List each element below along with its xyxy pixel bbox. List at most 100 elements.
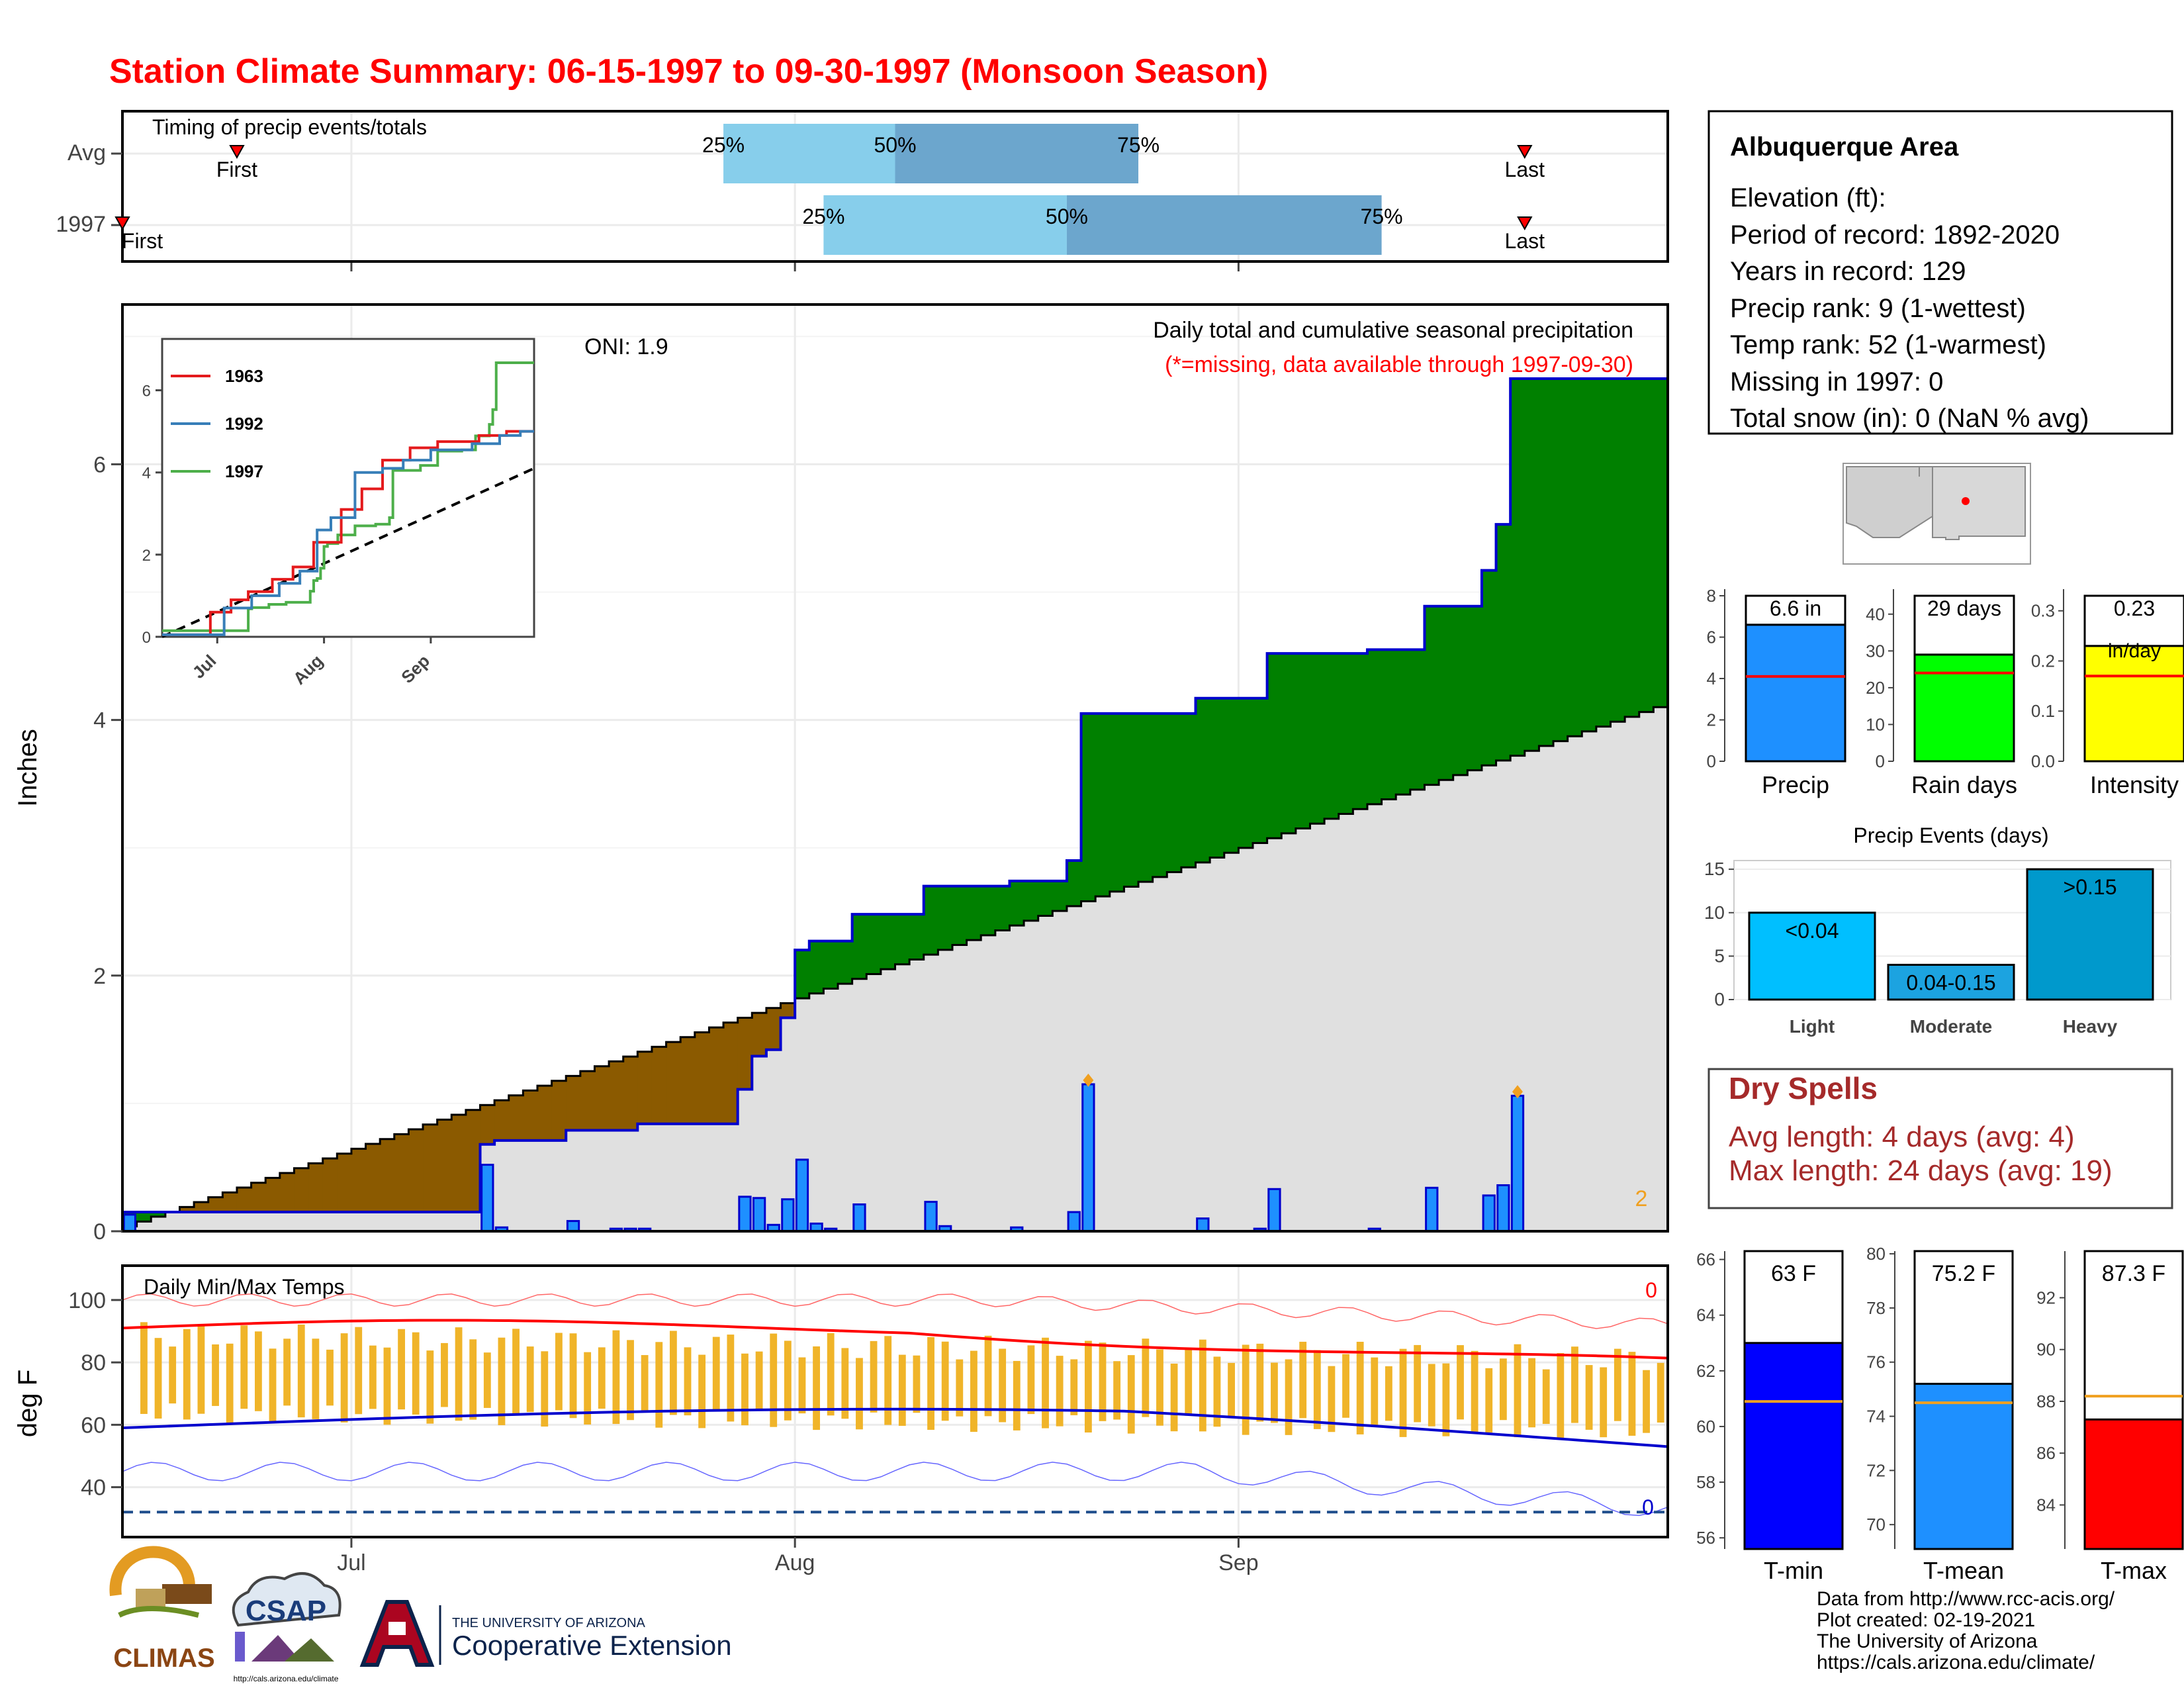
inset-y-tick-label: 0: [142, 629, 151, 647]
deficit-fill: [666, 1042, 681, 1124]
inset-legend-label: 1963: [225, 366, 263, 386]
surplus-fill: [1095, 713, 1111, 897]
surplus-fill: [1281, 653, 1297, 833]
deficit-fill: [580, 1071, 596, 1131]
temp-bar-tick-label: 90: [2036, 1340, 2056, 1360]
summary-tick-label: 40: [1866, 604, 1885, 624]
p75-label: 75%: [1117, 133, 1160, 157]
location-map: [1843, 463, 2031, 565]
surplus-fill: [823, 941, 839, 989]
surplus-fill: [1453, 606, 1468, 775]
summary-value: 6.6 in: [1770, 596, 1821, 620]
surplus-fill: [880, 914, 896, 970]
daily-temp-bar: [956, 1359, 964, 1417]
daily-temp-bar: [770, 1333, 778, 1427]
y-tick-label: 0: [93, 1219, 106, 1244]
daily-temp-bar: [1571, 1346, 1578, 1423]
deficit-fill: [609, 1061, 624, 1131]
daily-temp-bar: [1056, 1356, 1064, 1427]
surplus-fill: [1524, 379, 1540, 751]
daily-temp-bar: [398, 1329, 406, 1410]
footer-line4: https://cals.arizona.edu/climate/: [1817, 1652, 2095, 1673]
surplus-fill: [1109, 713, 1125, 892]
temp-bar-tick-label: 72: [1866, 1460, 1886, 1480]
temp-bar-tick-label: 86: [2036, 1443, 2056, 1463]
flag-marker: [1512, 1085, 1523, 1099]
temp-bar-tick-label: 78: [1866, 1298, 1886, 1318]
station-name: Albuquerque Area: [1730, 132, 1959, 162]
surplus-fill: [1066, 861, 1082, 906]
surplus-fill: [151, 1212, 166, 1217]
summary-bar-2: [2083, 645, 2184, 763]
events-tick-label: 10: [1704, 902, 1725, 923]
temp-ylabel: deg F: [13, 1370, 42, 1437]
station-missing: Missing in 1997: 0: [1730, 367, 1943, 397]
temp-y-tick-label: 100: [68, 1288, 106, 1313]
station-snow: Total snow (in): 0 (NaN % avg): [1730, 404, 2089, 433]
daily-temp-bar: [555, 1333, 563, 1411]
daily-temp-bar: [1485, 1368, 1493, 1433]
summary-bar-1: [1913, 653, 2015, 763]
event-bar-label: >0.15: [2064, 875, 2117, 899]
last-marker-label: Last: [1505, 158, 1545, 181]
daily-temp-bar: [312, 1338, 320, 1419]
daily-temp-bar: [1156, 1349, 1163, 1426]
surplus-fill: [1152, 713, 1167, 877]
summary-label: Precip: [1762, 771, 1829, 798]
surplus-fill: [1396, 649, 1411, 795]
missing-count: 2: [1635, 1186, 1648, 1211]
surplus-fill: [1052, 880, 1068, 912]
p75-label: 75%: [1361, 205, 1403, 228]
daily-temp-bar: [455, 1327, 463, 1421]
deficit-fill: [408, 1129, 424, 1213]
surplus-fill: [952, 886, 968, 945]
station-precip-rank: Precip rank: 9 (1-wettest): [1730, 294, 2026, 323]
daily-precip-bar: [1482, 1194, 1496, 1233]
deficit-fill: [337, 1153, 352, 1213]
temp-bar-label: T-min: [1764, 1557, 1823, 1584]
daily-temp-bar: [526, 1346, 534, 1413]
csap-logo-text: CSAP: [246, 1595, 326, 1627]
surplus-fill: [1267, 653, 1282, 839]
deficit-fill: [752, 1013, 767, 1056]
daily-temp-bar: [169, 1346, 177, 1404]
daily-temp-bar: [283, 1338, 291, 1406]
precip-events-chart: Precip Events (days) 0 5 10 15 <0.04 Light 0.0…: [1704, 823, 2171, 1037]
first-marker-label: First: [122, 229, 163, 253]
daily-precip-bar: [1196, 1217, 1210, 1233]
daily-precip-bar: [1510, 1094, 1525, 1233]
daily-temp-bar: [784, 1340, 792, 1421]
summary-label: Intensity: [2090, 771, 2179, 798]
summary-tick-label: 0.0: [2031, 751, 2055, 771]
avg-tmin-line: [122, 1407, 1668, 1448]
daily-temp-bar: [1557, 1353, 1565, 1439]
surplus-fill: [1510, 379, 1525, 756]
summary-label: Rain days: [1911, 771, 2017, 798]
footer-line1: Data from http://www.rcc-acis.org/: [1817, 1588, 2115, 1610]
daily-temp-bar: [1099, 1342, 1107, 1421]
surplus-fill: [1610, 379, 1625, 722]
deficit-fill: [780, 1003, 796, 1018]
surplus-fill: [1639, 379, 1654, 712]
deficit-fill: [423, 1124, 438, 1213]
daily-temp-bar: [870, 1340, 878, 1413]
daily-precip-bar: [1081, 1083, 1095, 1233]
temp-bar-t-mean: [1913, 1382, 2014, 1550]
daily-temp-bar: [1127, 1355, 1135, 1434]
summary-value: 0.23: [2114, 596, 2155, 620]
temp-bar-value: 87.3 F: [2102, 1261, 2165, 1286]
daily-temp-bar: [627, 1340, 634, 1421]
inset-y-tick-label: 2: [142, 547, 151, 565]
first-marker: [229, 145, 245, 160]
summary-tick-label: 0: [1876, 751, 1885, 771]
deficit-fill: [480, 1105, 495, 1145]
daily-precip-bar: [738, 1196, 752, 1233]
surplus-fill: [995, 886, 1011, 931]
last-marker-label: Last: [1505, 229, 1545, 253]
record-low-line: [122, 1462, 1668, 1517]
temp-y-tick-label: 40: [81, 1476, 106, 1501]
precip-events-title: Precip Events (days): [1853, 823, 2048, 847]
event-bar-label: <0.04: [1786, 919, 1839, 943]
temp-label: Daily Min/Max Temps: [144, 1275, 344, 1299]
